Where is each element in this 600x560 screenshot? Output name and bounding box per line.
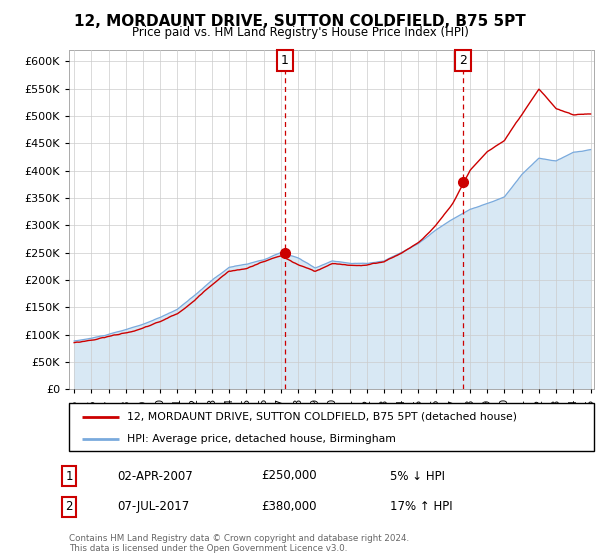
Text: 1: 1: [65, 469, 73, 483]
Text: 02-APR-2007: 02-APR-2007: [117, 469, 193, 483]
Text: Price paid vs. HM Land Registry's House Price Index (HPI): Price paid vs. HM Land Registry's House …: [131, 26, 469, 39]
Text: 12, MORDAUNT DRIVE, SUTTON COLDFIELD, B75 5PT (detached house): 12, MORDAUNT DRIVE, SUTTON COLDFIELD, B7…: [127, 412, 517, 422]
Text: 2: 2: [459, 54, 467, 67]
Text: 12, MORDAUNT DRIVE, SUTTON COLDFIELD, B75 5PT: 12, MORDAUNT DRIVE, SUTTON COLDFIELD, B7…: [74, 14, 526, 29]
Text: 2: 2: [65, 500, 73, 514]
Text: Contains HM Land Registry data © Crown copyright and database right 2024.
This d: Contains HM Land Registry data © Crown c…: [69, 534, 409, 553]
Text: £250,000: £250,000: [261, 469, 317, 483]
Text: 1: 1: [281, 54, 289, 67]
Text: £380,000: £380,000: [261, 500, 317, 514]
Text: 17% ↑ HPI: 17% ↑ HPI: [390, 500, 452, 514]
FancyBboxPatch shape: [69, 403, 594, 451]
Text: HPI: Average price, detached house, Birmingham: HPI: Average price, detached house, Birm…: [127, 434, 395, 444]
Text: 5% ↓ HPI: 5% ↓ HPI: [390, 469, 445, 483]
Text: 07-JUL-2017: 07-JUL-2017: [117, 500, 189, 514]
